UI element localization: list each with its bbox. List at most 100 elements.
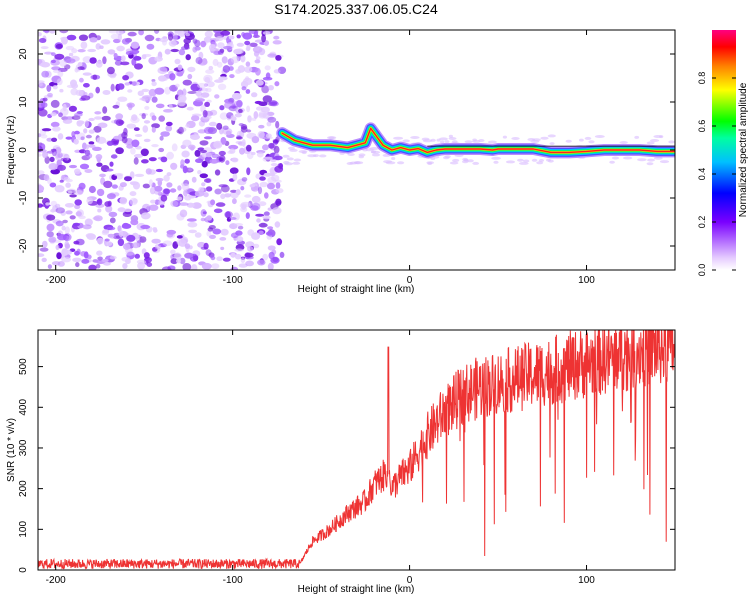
noise-speck <box>95 86 100 94</box>
noise-speck <box>50 168 60 175</box>
noise-speck <box>130 41 140 49</box>
noise-speck <box>211 263 220 269</box>
noise-speck <box>249 184 256 188</box>
noise-speck <box>42 97 48 102</box>
noise-speck <box>187 73 193 80</box>
noise-speck <box>74 168 81 175</box>
noise-speck <box>126 123 137 129</box>
noise-speck <box>133 127 140 131</box>
noise-speck <box>220 193 226 200</box>
band-speck <box>449 161 459 165</box>
noise-speck <box>230 115 236 121</box>
noise-speck <box>219 105 225 111</box>
noise-speck <box>159 135 164 141</box>
noise-speck <box>173 252 182 261</box>
noise-speck <box>160 156 168 163</box>
noise-speck <box>262 95 273 103</box>
noise-speck <box>275 120 280 129</box>
noise-speck <box>208 121 217 127</box>
noise-speck <box>51 52 56 57</box>
noise-speck <box>216 61 223 68</box>
band-speck <box>298 150 308 153</box>
noise-speck <box>74 204 81 210</box>
noise-speck <box>151 81 157 87</box>
noise-speck <box>185 54 191 61</box>
noise-speck <box>245 61 251 67</box>
noise-speck <box>276 238 283 246</box>
noise-speck <box>88 264 97 270</box>
noise-speck <box>274 81 280 87</box>
noise-speck <box>169 188 177 193</box>
noise-speck <box>137 90 144 97</box>
noise-speck <box>46 223 55 232</box>
noise-speck <box>96 188 105 197</box>
noise-speck <box>250 151 256 156</box>
noise-speck <box>210 199 216 206</box>
noise-speck <box>101 115 111 121</box>
noise-speck <box>121 136 128 144</box>
noise-speck <box>245 46 251 52</box>
spectrogram-x-tick-label: -100 <box>223 275 243 286</box>
noise-speck <box>61 37 68 45</box>
noise-speck <box>127 31 137 37</box>
noise-speck <box>55 244 60 250</box>
noise-speck <box>142 183 151 189</box>
noise-speck <box>186 202 195 208</box>
noise-speck <box>259 176 266 181</box>
noise-speck <box>224 211 233 219</box>
noise-speck <box>130 147 136 155</box>
noise-speck <box>274 221 281 228</box>
noise-speck <box>80 136 85 141</box>
noise-speck <box>114 119 119 125</box>
noise-speck <box>272 207 282 215</box>
noise-speck <box>187 66 196 73</box>
noise-speck <box>100 39 111 45</box>
noise-speck <box>95 43 101 50</box>
noise-speck <box>46 137 53 142</box>
noise-speck <box>163 188 171 195</box>
noise-speck <box>194 190 205 197</box>
noise-speck <box>258 124 265 129</box>
noise-speck <box>119 197 128 205</box>
noise-speck <box>170 254 175 260</box>
noise-speck <box>237 225 244 230</box>
noise-speck <box>225 160 230 166</box>
noise-speck <box>140 224 151 230</box>
noise-speck <box>200 92 210 98</box>
noise-speck <box>134 253 140 259</box>
noise-speck <box>254 39 263 43</box>
noise-speck <box>94 111 102 115</box>
noise-speck <box>148 157 157 162</box>
noise-speck <box>116 45 125 52</box>
band-speck <box>288 146 295 150</box>
noise-speck <box>219 237 227 241</box>
noise-speck <box>257 131 265 139</box>
noise-speck <box>222 125 229 130</box>
noise-speck <box>50 99 60 108</box>
noise-speck <box>206 230 212 237</box>
noise-speck <box>162 39 167 46</box>
band-speck <box>517 158 524 162</box>
spectrogram-y-label: Frequency (Hz) <box>6 116 17 185</box>
noise-speck <box>215 36 224 42</box>
noise-speck <box>273 35 280 40</box>
noise-speck <box>41 257 47 263</box>
noise-speck <box>229 148 236 154</box>
noise-speck <box>50 121 60 128</box>
noise-speck <box>249 42 258 47</box>
noise-speck <box>236 48 244 54</box>
noise-speck <box>220 137 227 145</box>
noise-speck <box>228 217 237 220</box>
band-speck <box>536 161 544 165</box>
noise-speck <box>186 218 197 222</box>
noise-speck <box>203 136 213 140</box>
noise-speck <box>132 181 141 190</box>
noise-speck <box>71 48 78 54</box>
noise-speck <box>238 123 244 127</box>
noise-speck <box>112 104 120 109</box>
noise-speck <box>95 203 105 208</box>
noise-speck <box>236 34 241 39</box>
noise-speck <box>258 230 264 236</box>
noise-speck <box>213 30 222 34</box>
noise-speck <box>103 261 111 266</box>
